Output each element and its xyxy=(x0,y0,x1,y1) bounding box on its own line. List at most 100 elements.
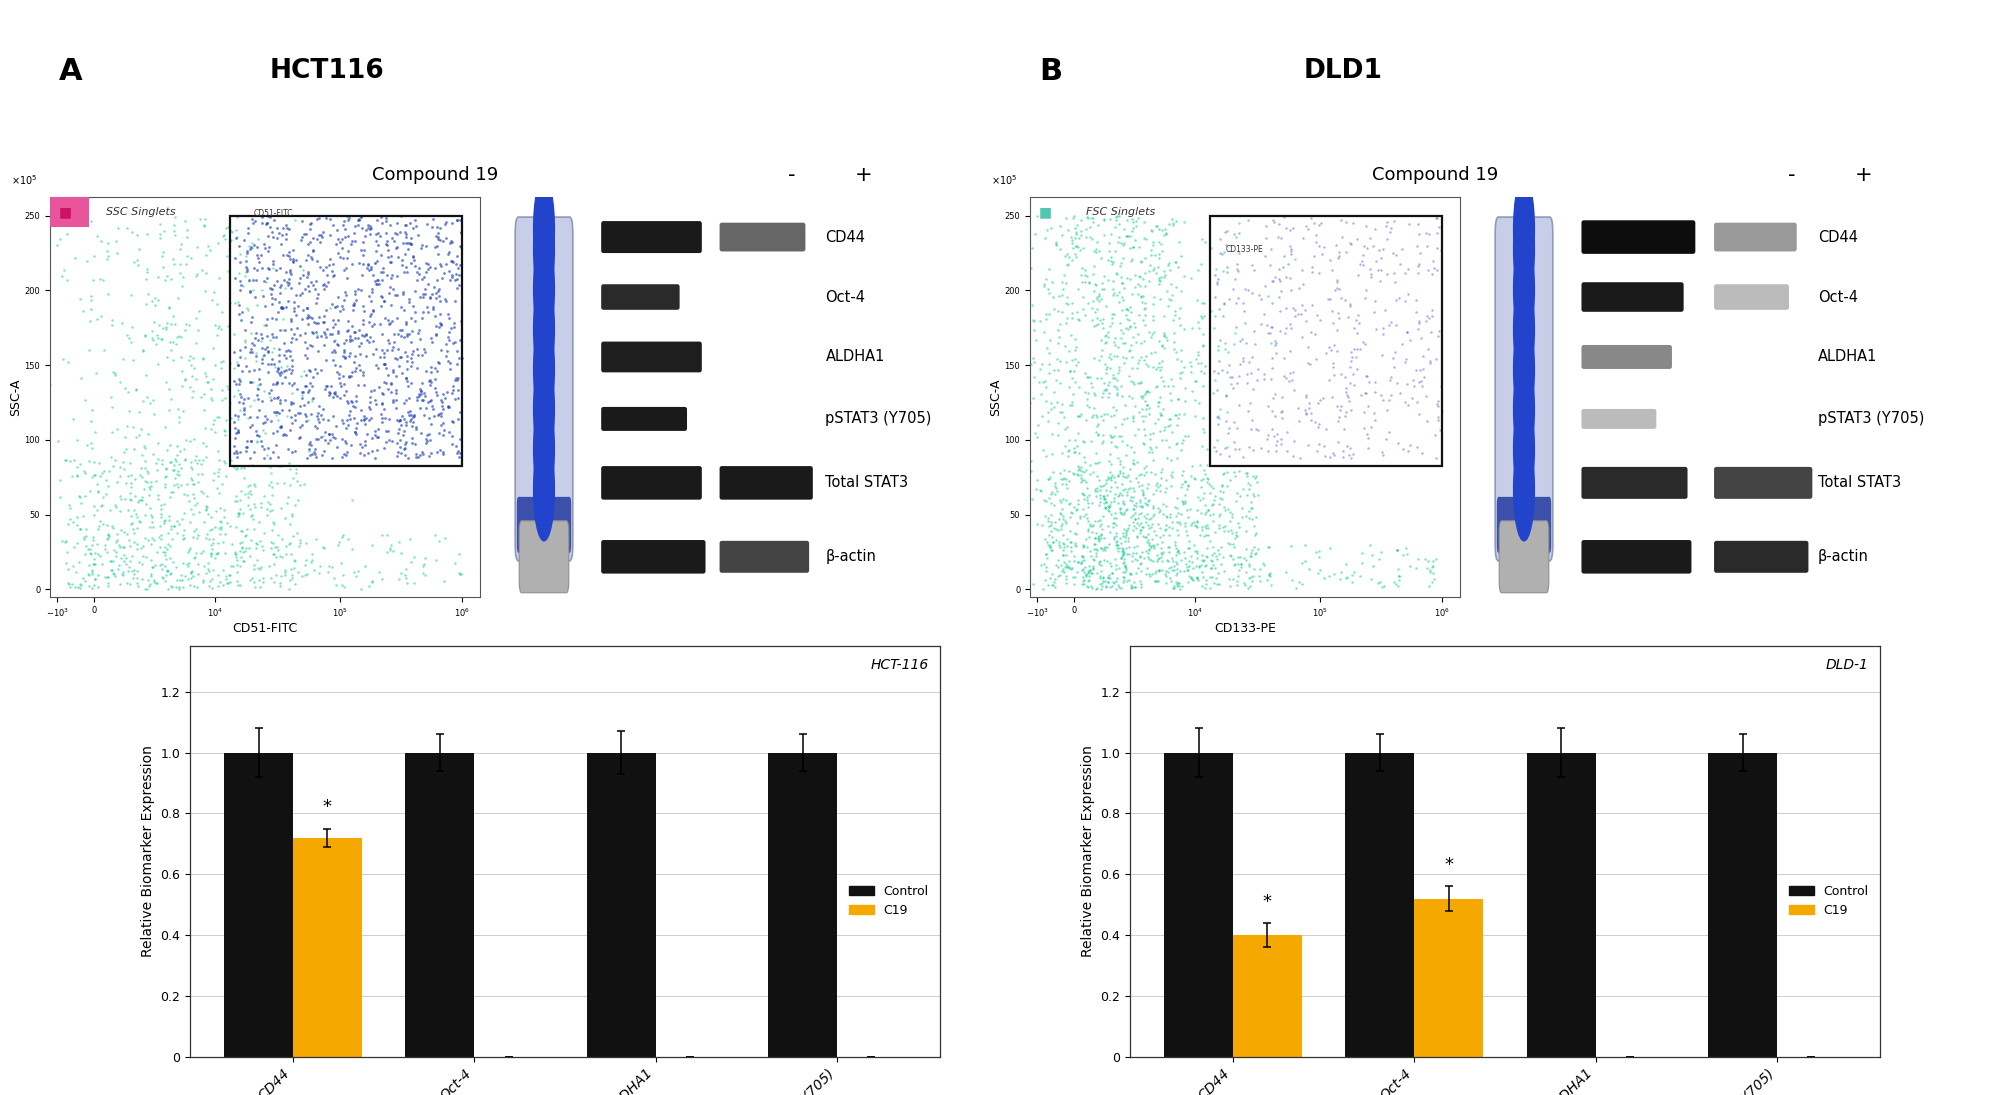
Point xyxy=(1160,566,1192,584)
Point xyxy=(1082,531,1114,549)
Point xyxy=(1270,424,1302,441)
Point xyxy=(344,321,376,338)
Point xyxy=(246,569,278,587)
Point xyxy=(348,242,380,260)
Text: Oct-4: Oct-4 xyxy=(826,289,866,304)
Point xyxy=(1112,300,1144,318)
Point xyxy=(182,578,214,596)
Point xyxy=(214,394,246,412)
Point xyxy=(266,299,298,316)
Point xyxy=(374,216,406,233)
Point xyxy=(1106,568,1138,586)
Point xyxy=(250,311,282,328)
Point xyxy=(234,283,266,300)
Point xyxy=(240,408,272,426)
Point xyxy=(998,328,1030,346)
Point xyxy=(444,223,476,241)
Point xyxy=(1288,301,1320,319)
Point xyxy=(104,556,136,574)
Point xyxy=(1180,391,1212,408)
Point xyxy=(150,320,182,337)
Point xyxy=(1372,214,1404,231)
Point xyxy=(1304,392,1336,410)
Point xyxy=(1084,526,1116,543)
Point xyxy=(1250,229,1282,246)
Point xyxy=(1152,256,1184,274)
Point xyxy=(264,418,296,436)
Point xyxy=(300,419,332,437)
Point xyxy=(1420,349,1452,367)
Point xyxy=(1220,484,1252,502)
Point xyxy=(1170,555,1202,573)
Point xyxy=(404,447,436,464)
Point xyxy=(416,334,448,351)
Point xyxy=(292,281,324,299)
Point xyxy=(1124,549,1156,566)
Point xyxy=(1150,418,1182,436)
Point xyxy=(1112,227,1144,244)
Point xyxy=(392,403,424,420)
Point xyxy=(1108,572,1140,589)
Point xyxy=(1144,519,1176,537)
Point xyxy=(174,378,206,395)
Point xyxy=(1118,510,1150,528)
Point xyxy=(1054,533,1086,551)
Point xyxy=(1212,257,1244,275)
Point xyxy=(30,532,62,550)
Point xyxy=(998,380,1030,397)
Point xyxy=(1018,368,1050,385)
Point xyxy=(166,510,198,528)
Point xyxy=(408,445,440,462)
Point xyxy=(254,459,286,476)
Point xyxy=(1300,350,1332,368)
Point xyxy=(360,441,392,459)
Point xyxy=(164,255,196,273)
Point xyxy=(1232,502,1264,519)
Point xyxy=(1180,517,1212,534)
Point xyxy=(1084,517,1116,534)
Point xyxy=(336,396,368,414)
Point xyxy=(186,544,218,562)
Point xyxy=(1160,278,1192,296)
Point xyxy=(304,258,336,276)
Point xyxy=(1226,449,1258,466)
Point xyxy=(1076,209,1108,227)
Point xyxy=(228,277,260,295)
Point xyxy=(1018,312,1050,330)
Point xyxy=(176,563,208,580)
Point xyxy=(440,554,472,572)
Point xyxy=(370,209,402,227)
Point xyxy=(1314,341,1346,358)
Point xyxy=(1230,314,1262,332)
Point xyxy=(250,414,282,431)
Point xyxy=(1140,562,1172,579)
Point xyxy=(132,473,164,491)
Point xyxy=(1166,577,1198,595)
Point xyxy=(1218,463,1250,481)
Point xyxy=(122,403,154,420)
Point xyxy=(118,565,150,583)
Point xyxy=(174,433,206,450)
Point xyxy=(1358,220,1390,238)
Point xyxy=(1016,355,1048,372)
Point xyxy=(222,356,254,373)
Point xyxy=(144,539,176,556)
Point xyxy=(346,233,378,251)
Point xyxy=(62,578,94,596)
Point xyxy=(150,348,182,366)
Point xyxy=(258,534,290,552)
Point xyxy=(1128,277,1160,295)
Point xyxy=(70,520,102,538)
Point xyxy=(256,343,288,360)
Point xyxy=(1240,371,1272,389)
Point xyxy=(306,538,338,555)
Point xyxy=(258,545,290,563)
Point xyxy=(1342,314,1374,332)
Point xyxy=(220,556,252,574)
Point xyxy=(180,494,212,511)
Point xyxy=(186,542,218,560)
Point xyxy=(1096,253,1128,270)
Point xyxy=(210,390,242,407)
Point xyxy=(1250,430,1282,448)
Point xyxy=(1158,217,1190,234)
